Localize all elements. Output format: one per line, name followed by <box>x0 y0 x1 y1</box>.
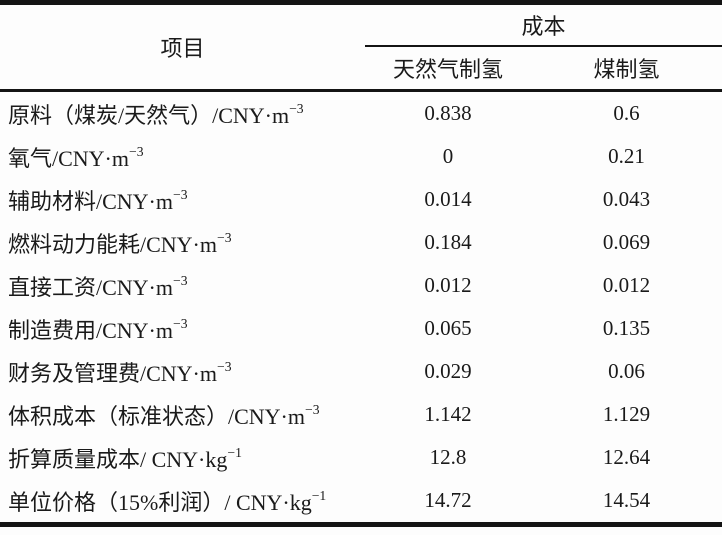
table-row: 财务及管理费/CNY·m−3 0.029 0.06 <box>0 350 722 393</box>
item-text: 折算质量成本/ CNY·kg <box>8 446 228 472</box>
item-text: 氧气/CNY·m <box>8 145 130 171</box>
unit-superscript: −3 <box>305 402 320 418</box>
unit-superscript: −3 <box>173 273 188 289</box>
table-row: 制造费用/CNY·m−3 0.065 0.135 <box>0 307 722 350</box>
header-row-group: 项目 成本 <box>0 2 722 92</box>
gas-value: 1.142 <box>424 402 472 426</box>
unit-superscript: −3 <box>129 144 144 160</box>
row-item-label: 财务及管理费/CNY·m−3 <box>0 350 365 393</box>
row-item-label: 直接工资/CNY·m−3 <box>0 264 365 307</box>
column-header-gas: 天然气制氢 <box>365 46 531 92</box>
gas-value: 0.184 <box>424 230 472 254</box>
coal-value: 0.043 <box>602 187 651 211</box>
coal-value: 0.21 <box>608 144 645 168</box>
unit-superscript: −3 <box>173 187 188 203</box>
column-header-item: 项目 <box>0 2 365 92</box>
coal-value: 0.012 <box>602 273 651 297</box>
item-text: 辅助材料/CNY·m <box>8 188 174 214</box>
unit-superscript: −3 <box>289 101 304 117</box>
gas-value: 0.029 <box>424 359 472 383</box>
row-item-label: 原料（煤炭/天然气）/CNY·m−3 <box>0 91 365 136</box>
row-item-label: 单位价格（15%利润）/ CNY·kg−1 <box>0 479 365 525</box>
gas-value: 0.014 <box>424 187 472 211</box>
item-text: 燃料动力能耗/CNY·m <box>8 231 218 257</box>
item-text: 单位价格（15%利润）/ CNY·kg <box>8 489 312 515</box>
row-item-label: 体积成本（标准状态）/CNY·m−3 <box>0 393 365 436</box>
table-row: 体积成本（标准状态）/CNY·m−3 1.142 1.129 <box>0 393 722 436</box>
row-item-label: 辅助材料/CNY·m−3 <box>0 178 365 221</box>
gas-value: 0 <box>442 144 454 168</box>
table-row: 原料（煤炭/天然气）/CNY·m−3 0.838 0.6 <box>0 91 722 136</box>
gas-value: 14.72 <box>424 488 472 512</box>
table-row: 燃料动力能耗/CNY·m−3 0.184 0.069 <box>0 221 722 264</box>
item-text: 财务及管理费/CNY·m <box>8 360 218 386</box>
unit-superscript: −1 <box>227 445 242 461</box>
item-text: 原料（煤炭/天然气）/CNY·m <box>8 102 290 128</box>
coal-value: 14.54 <box>602 488 651 512</box>
coal-value: 0.069 <box>602 230 651 254</box>
header-row-sub: 天然气制氢 煤制氢 <box>0 46 722 92</box>
item-text: 制造费用/CNY·m <box>8 317 174 343</box>
coal-value: 0.6 <box>613 101 640 125</box>
row-item-label: 燃料动力能耗/CNY·m−3 <box>0 221 365 264</box>
item-text: 体积成本（标准状态）/CNY·m <box>8 403 306 429</box>
gas-value: 0.838 <box>424 101 472 125</box>
coal-value: 0.06 <box>608 359 645 383</box>
column-group-header-cost: 成本 <box>365 2 722 47</box>
coal-value: 1.129 <box>602 402 651 426</box>
table-row: 氧气/CNY·m−3 0 0.21 <box>0 135 722 178</box>
item-text: 直接工资/CNY·m <box>8 274 174 300</box>
unit-superscript: −1 <box>311 488 327 504</box>
table-row: 辅助材料/CNY·m−3 0.014 0.043 <box>0 178 722 221</box>
gas-value: 0.012 <box>424 273 472 297</box>
row-item-label: 折算质量成本/ CNY·kg−1 <box>0 436 365 479</box>
unit-superscript: −3 <box>217 359 232 375</box>
coal-value: 12.64 <box>602 445 651 469</box>
gas-value: 0.065 <box>424 316 472 340</box>
unit-superscript: −3 <box>217 230 232 246</box>
unit-superscript: −3 <box>173 316 188 332</box>
table-row: 折算质量成本/ CNY·kg−1 12.8 12.64 <box>0 436 722 479</box>
row-item-label: 氧气/CNY·m−3 <box>0 135 365 178</box>
gas-value: 12.8 <box>429 445 467 469</box>
column-header-coal: 煤制氢 <box>531 46 722 92</box>
row-item-label: 制造费用/CNY·m−3 <box>0 307 365 350</box>
table-row: 单位价格（15%利润）/ CNY·kg−1 14.72 14.54 <box>0 479 722 525</box>
coal-value: 0.135 <box>602 316 651 340</box>
table-row: 直接工资/CNY·m−3 0.012 0.012 <box>0 264 722 307</box>
